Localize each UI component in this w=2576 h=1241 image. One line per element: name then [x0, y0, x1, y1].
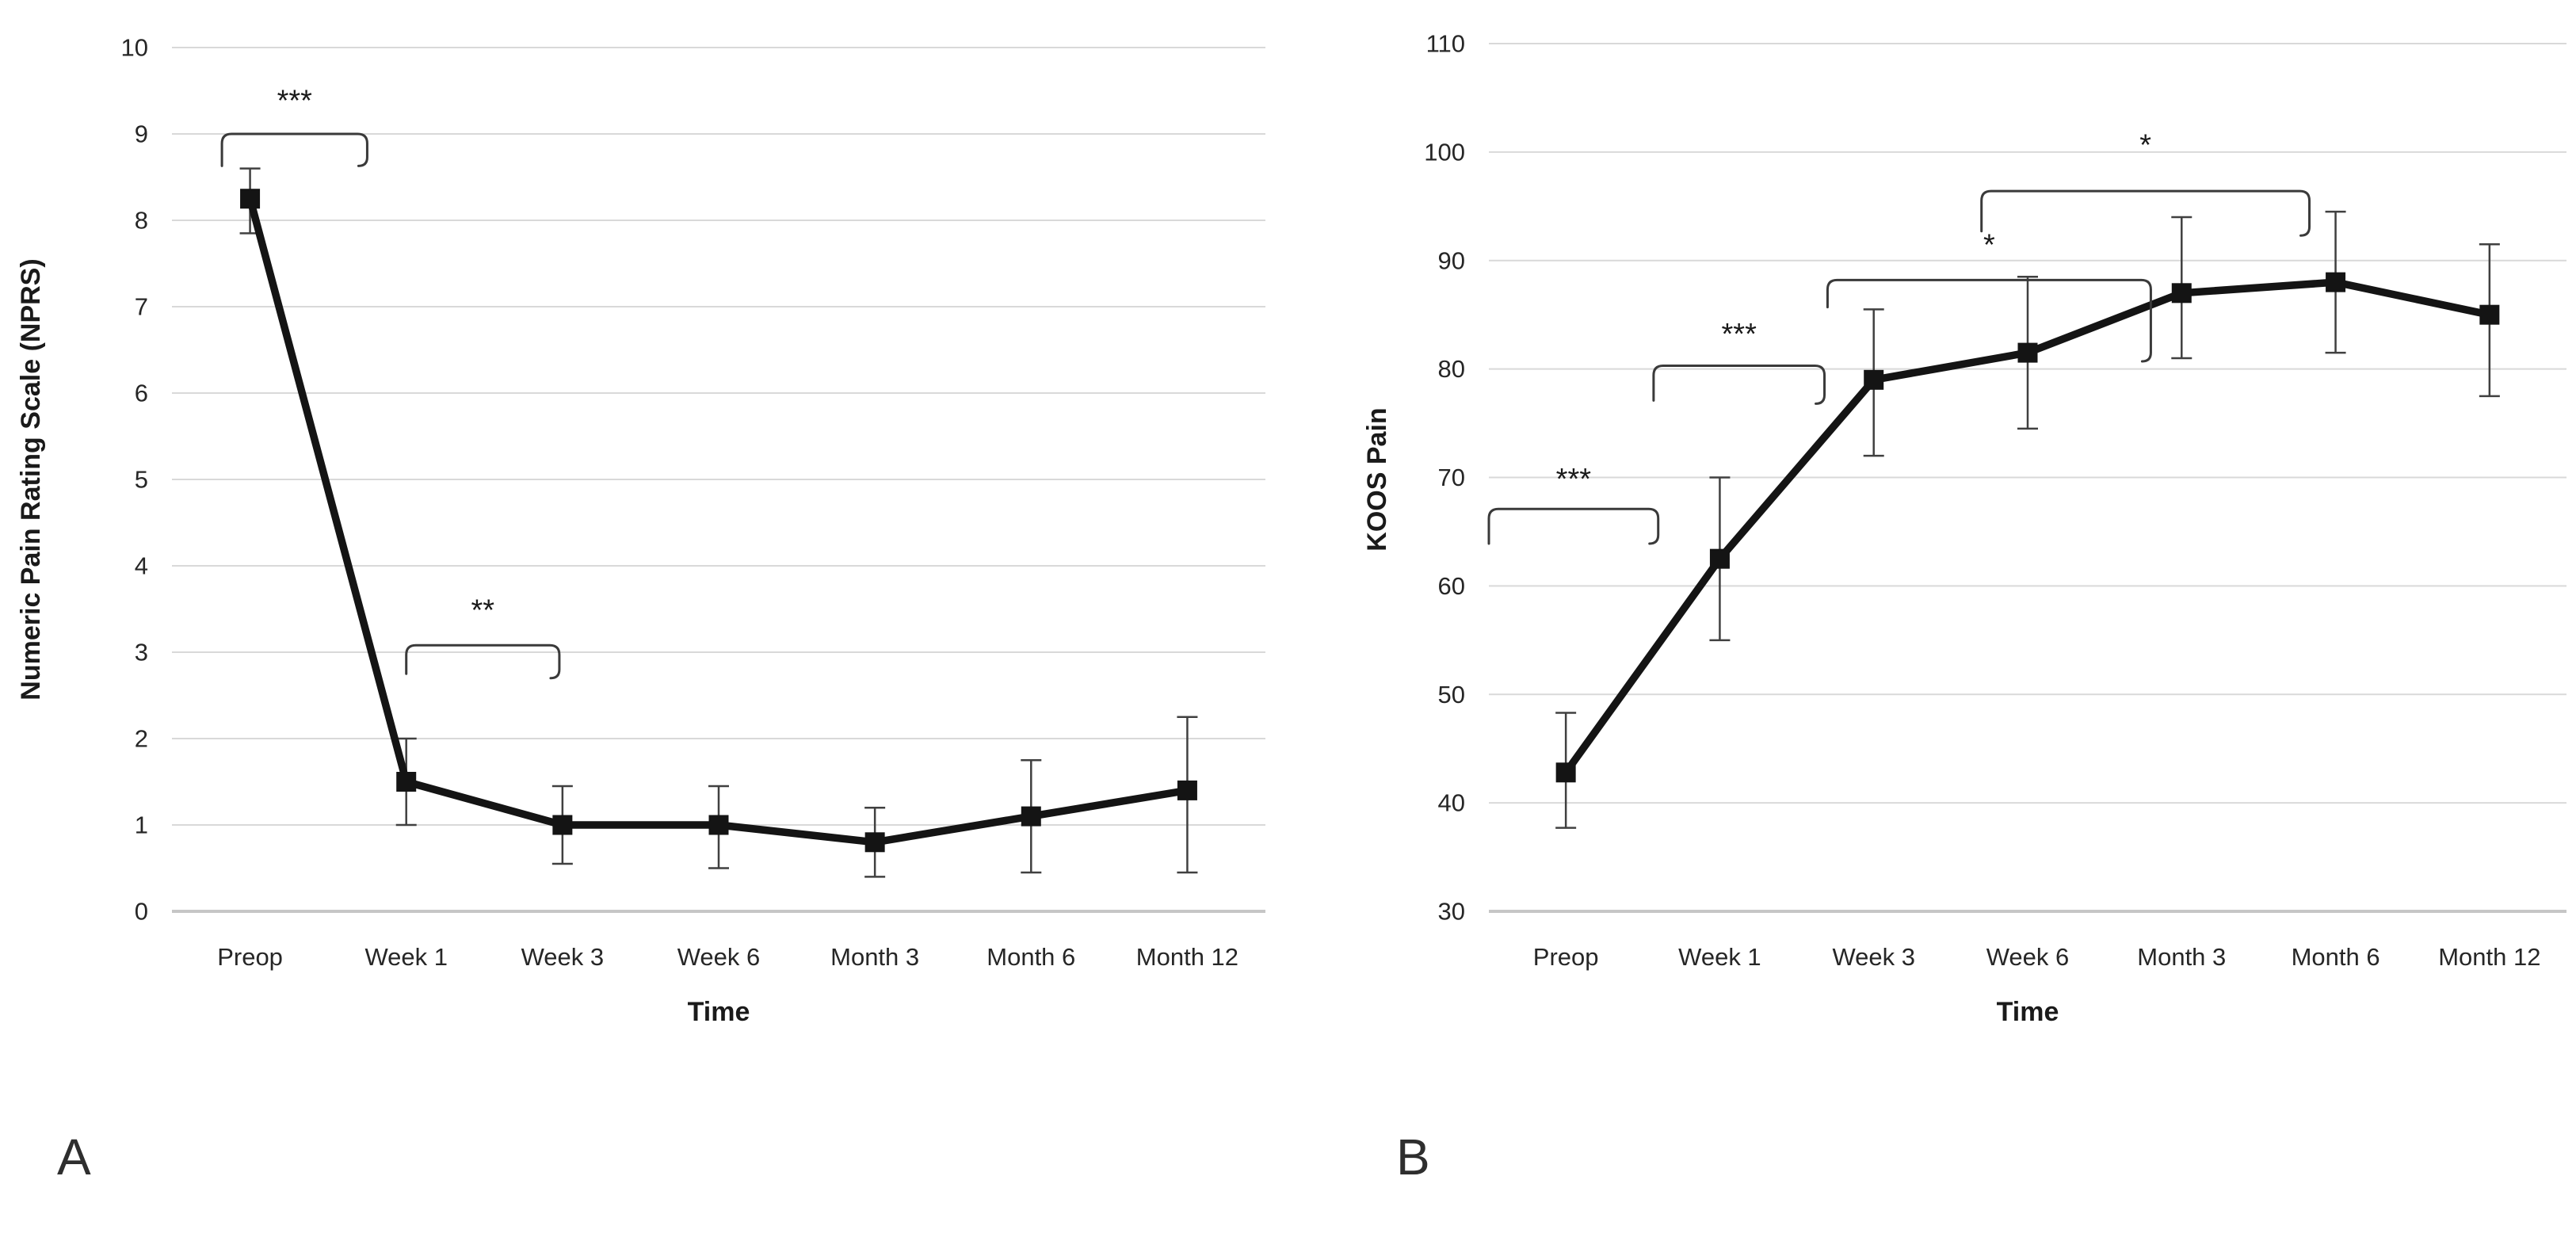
x-tick-label: Week 1 [364, 943, 448, 971]
x-tick-label: Month 3 [830, 943, 919, 971]
significance-bracket [405, 643, 561, 680]
y-tick-label: 0 [135, 898, 148, 926]
panel-letter: B [1396, 1128, 1430, 1186]
chart-panel-b: 30 40 50 60 70 80 90 100 110 Preop Week 1 Week 3 Wee… [1288, 0, 2576, 1241]
y-tick-label: 90 [1438, 246, 1465, 274]
data-point-marker [1021, 806, 1041, 827]
panel-letter: A [57, 1128, 91, 1186]
y-tick-label: 50 [1438, 681, 1465, 708]
x-tick-label: Month 3 [2137, 943, 2226, 971]
significance-bracket [1652, 365, 1826, 405]
data-point-marker [2326, 272, 2346, 292]
y-tick-label: 8 [135, 207, 148, 235]
nprs-line-chart: 0 1 2 3 4 5 6 7 8 9 10 Preop Week 1 Week 3 Week 6 Month… [16, 34, 1265, 1186]
x-tick-label: Week 6 [1986, 943, 2070, 971]
y-tick-label: 60 [1438, 572, 1465, 600]
y-axis-title: Numeric Pain Rating Scale (NPRS) [16, 258, 46, 700]
y-tick-label: 80 [1438, 355, 1465, 383]
significance-label: * [2139, 129, 2151, 162]
x-axis-title: Time [1997, 997, 2059, 1027]
chart-generated-layer-b: 30 40 50 60 70 80 90 100 110 Preop Week 1 Week 3 Wee… [1424, 30, 2566, 971]
data-point-marker [240, 189, 261, 209]
y-tick-label: 5 [135, 466, 148, 494]
x-tick-label: Preop [1533, 943, 1599, 971]
data-point-marker [1709, 548, 1730, 569]
y-tick-label: 1 [135, 811, 148, 839]
data-point-marker [1555, 762, 1576, 783]
y-tick-label: 6 [135, 380, 148, 407]
data-point-marker [552, 815, 573, 835]
y-tick-label: 30 [1438, 898, 1465, 926]
x-tick-label: Month 6 [987, 943, 1075, 971]
significance-label: *** [1722, 318, 1757, 351]
data-point-marker [864, 832, 885, 853]
significance-bracket [1980, 189, 2311, 237]
x-tick-label: Week 3 [521, 943, 605, 971]
significance-label: *** [277, 85, 313, 118]
x-tick-label: Month 12 [2438, 943, 2540, 971]
x-tick-label: Month 6 [2292, 943, 2380, 971]
x-tick-label: Week 3 [1832, 943, 1915, 971]
data-point-marker [1177, 780, 1197, 800]
x-axis-title: Time [688, 997, 750, 1027]
y-tick-label: 2 [135, 725, 148, 753]
y-tick-label: 7 [135, 293, 148, 321]
y-tick-label: 4 [135, 552, 148, 580]
y-tick-label: 70 [1438, 464, 1465, 491]
y-tick-label: 110 [1426, 30, 1465, 58]
chart-generated-layer-a: 0 1 2 3 4 5 6 7 8 9 10 Preop Week 1 Week 3 Week 6 Month… [121, 34, 1265, 971]
data-point-marker [2479, 304, 2500, 325]
significance-bracket [1487, 507, 1660, 545]
significance-bracket [1826, 278, 2152, 363]
y-axis-title: KOOS Pain [1362, 407, 1392, 551]
significance-bracket [220, 132, 368, 167]
chart-panel-a: 0 1 2 3 4 5 6 7 8 9 10 Preop Week 1 Week 3 Week 6 Month… [16, 34, 1265, 1186]
x-tick-label: Preop [217, 943, 283, 971]
data-point-marker [1864, 369, 1884, 390]
x-tick-label: Week 6 [677, 943, 761, 971]
significance-label: ** [471, 594, 495, 628]
data-point-marker [396, 772, 417, 792]
y-tick-label: 3 [135, 639, 148, 666]
data-point-marker [2017, 342, 2038, 363]
data-point-marker [708, 815, 729, 835]
y-tick-label: 10 [121, 34, 148, 62]
x-tick-label: Week 1 [1678, 943, 1761, 971]
significance-label: *** [1556, 463, 1592, 496]
significance-label: * [1983, 229, 1995, 262]
y-tick-label: 9 [135, 120, 148, 148]
koos-line-chart: 30 40 50 60 70 80 90 100 110 Preop Week 1 Week 3 Wee… [1362, 30, 2566, 1186]
y-tick-label: 40 [1438, 789, 1465, 817]
y-tick-label: 100 [1424, 138, 1465, 166]
x-tick-label: Month 12 [1136, 943, 1238, 971]
series-line [246, 195, 1192, 846]
data-point-marker [2171, 283, 2192, 304]
